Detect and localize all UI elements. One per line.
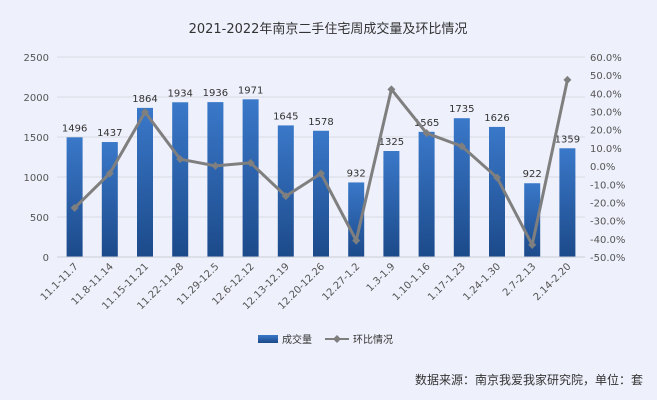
bar-value-label: 1359 (555, 134, 580, 145)
right-tick-label: -30.0% (590, 217, 625, 228)
line-marker (457, 142, 466, 151)
bar-value-label: 1578 (308, 117, 333, 128)
line-marker (281, 192, 290, 201)
line-marker (176, 155, 185, 164)
line-marker (317, 169, 325, 178)
line-marker (105, 169, 114, 178)
right-tick-label: -20.0% (590, 198, 625, 209)
bar (313, 130, 329, 257)
bar (207, 102, 224, 258)
right-tick-label: 40.0% (590, 89, 622, 100)
left-axis: 0 500 1000 1500 2000 2500 (24, 53, 49, 264)
right-tick-label: 0.0% (590, 162, 615, 173)
bar (559, 148, 576, 257)
line-marker (70, 203, 79, 212)
legend-bar-swatch (258, 335, 278, 343)
bar-value-label: 932 (347, 168, 366, 179)
x-axis: 11.1-11.711.8-11.1411.15-11.2111.22-11.2… (39, 256, 585, 312)
line-marker (422, 129, 431, 138)
bar-value-label: 1496 (62, 123, 87, 134)
right-tick-label: -10.0% (590, 180, 625, 191)
x-tick-label: 1.24-1.30 (461, 261, 503, 303)
bar (101, 142, 118, 257)
source-note: 数据来源：南京我爱我家研究院，单位：套 (414, 373, 643, 387)
right-tick-label: 10.0% (590, 144, 622, 155)
left-tick-label: 1500 (24, 133, 49, 144)
chart-title: 2021-2022年南京二手住宅周成交量及环比情况 (189, 21, 468, 37)
right-tick-label: -40.0% (590, 235, 625, 246)
bar-value-label: 1437 (97, 128, 122, 139)
bar-value-label: 1645 (273, 111, 298, 122)
line-marker (493, 173, 501, 182)
x-tick-label: 2.14-2.20 (532, 261, 574, 303)
bar (418, 131, 435, 257)
legend-line-label: 环比情况 (353, 333, 393, 346)
bar-value-label: 1565 (414, 118, 439, 129)
bar (277, 125, 294, 258)
line-marker (387, 85, 396, 94)
left-tick-label: 0 (43, 253, 49, 264)
line-marker (528, 240, 537, 249)
bar-value-label: 1971 (238, 85, 263, 96)
line-marker (563, 75, 572, 84)
line-series (70, 75, 572, 250)
legend-bar-label: 成交量 (282, 333, 312, 346)
left-tick-label: 1000 (24, 173, 49, 184)
bar-value-label: 1626 (484, 113, 509, 124)
right-tick-label: -50.0% (590, 253, 625, 264)
left-tick-label: 500 (30, 213, 49, 224)
bar (242, 99, 259, 257)
line-marker (352, 236, 361, 245)
bar (172, 102, 189, 257)
right-tick-label: 20.0% (590, 126, 622, 137)
legend: 成交量 环比情况 (258, 333, 393, 346)
right-tick-label: 30.0% (590, 108, 622, 119)
bar (489, 126, 505, 257)
left-tick-label: 2000 (24, 93, 49, 104)
bar-value-label: 1864 (132, 94, 157, 105)
right-tick-label: 60.0% (590, 53, 622, 64)
x-tick-label: 12.27-1.2 (321, 261, 363, 303)
bar-value-label: 1735 (449, 104, 474, 115)
bars: 1496 1437 1864 1934 1936 1971 1645 1578 932 1325 1… (62, 85, 580, 258)
bar (137, 107, 153, 257)
right-tick-label: 50.0% (590, 71, 622, 82)
right-axis: -50.0% -40.0% -30.0% -20.0% -10.0% 0.0% 10.0% 2… (590, 53, 625, 264)
bar-value-label: 1936 (203, 88, 228, 99)
bar-value-label: 922 (523, 169, 542, 180)
bar (383, 151, 400, 257)
bar (348, 182, 365, 257)
bar (66, 137, 83, 257)
legend-line-marker (333, 335, 341, 343)
bar (453, 118, 470, 257)
line-marker (211, 161, 220, 170)
bar-value-label: 1934 (167, 88, 192, 99)
line-marker (141, 108, 149, 117)
line-marker (246, 158, 255, 167)
x-tick-label: 1.3-1.9 (365, 261, 398, 294)
bar-value-label: 1325 (379, 137, 404, 148)
left-tick-label: 2500 (24, 53, 49, 64)
